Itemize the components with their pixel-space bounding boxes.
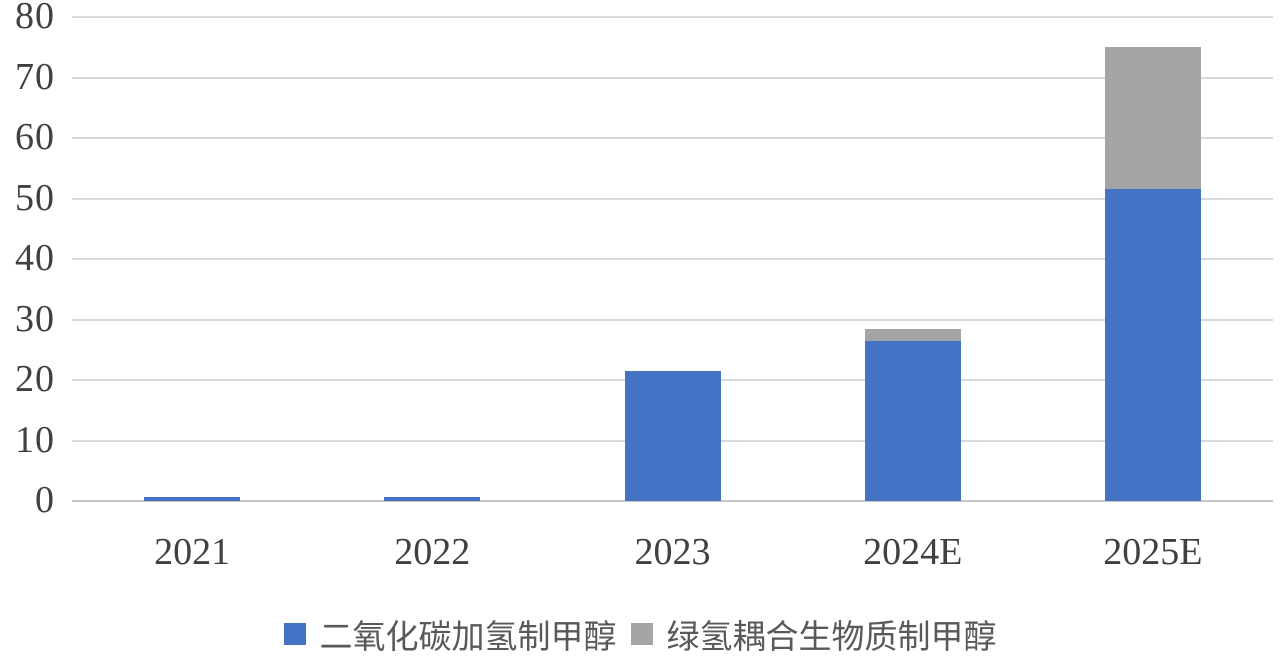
bar-segment [624,370,721,501]
chart-legend: 二氧化碳加氢制甲醇 绿氢耦合生物质制甲醇 [0,612,1280,656]
y-axis-tick-label: 10 [15,418,55,461]
legend-label: 绿氢耦合生物质制甲醇 [666,620,997,656]
bar-segment [864,328,961,341]
y-axis-tick-label: 60 [15,116,55,159]
y-axis-tick-label: 30 [15,297,55,340]
y-axis-tick-label: 70 [15,55,55,98]
bar-segment [864,340,961,501]
legend-label: 二氧化碳加氢制甲醇 [319,620,617,656]
x-axis-tick-label: 2024E [863,531,963,573]
bar-segment [384,497,481,501]
x-axis-line [72,500,1273,502]
y-axis-tick-label: 0 [35,479,55,522]
legend-item-co2-methanol: 二氧化碳加氢制甲醇 [283,610,617,658]
y-axis-tick-label: 50 [15,176,55,219]
x-axis-tick-label: 2021 [154,531,231,573]
x-axis-tick-label: 2023 [634,531,711,573]
gridline [72,76,1273,79]
y-axis-tick-label: 40 [15,237,55,280]
legend-swatch-gray-icon [630,623,653,645]
bar-segment [1104,47,1201,190]
gridline [72,137,1273,139]
gridline [72,318,1273,321]
y-axis-tick-label: 20 [15,358,55,401]
x-axis-tick-label: 2025E [1103,531,1203,573]
x-axis-tick-label: 2022 [394,531,471,573]
legend-swatch-blue-icon [283,623,306,645]
y-axis-tick-label: 80 [15,0,55,38]
gridline [72,197,1273,200]
gridline [72,16,1273,18]
bar-segment [1104,189,1201,501]
gridline [72,258,1273,260]
bar-segment [144,497,241,501]
legend-item-green-h2-biomass-methanol: 绿氢耦合生物质制甲醇 [630,610,997,658]
